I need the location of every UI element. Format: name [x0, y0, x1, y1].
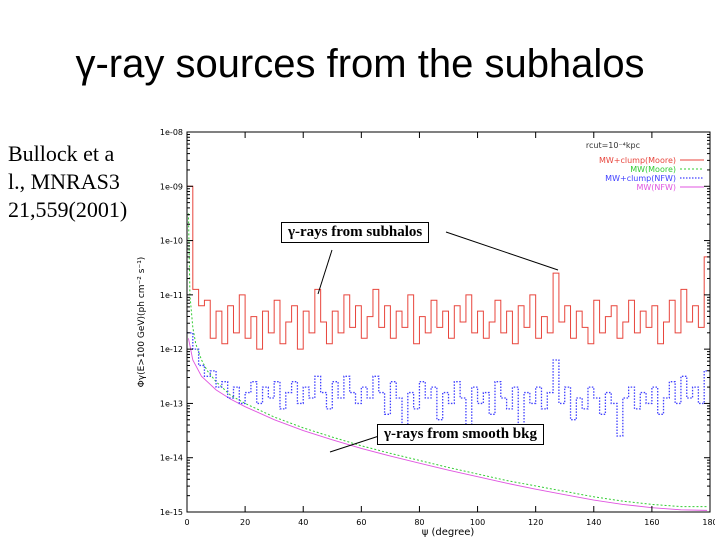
y-tick-label: 1e-13: [160, 399, 183, 408]
y-tick-label: 1e-08: [160, 128, 183, 137]
series-line-mw-nfw: [188, 338, 708, 511]
series-line-mw-moore: [187, 213, 708, 508]
y-tick-label: 1e-10: [160, 237, 183, 246]
y-axis-label: Φγ(E>100 GeV)(ph cm⁻² s⁻¹): [137, 257, 147, 388]
legend: rcut=10⁻⁴kpc MW+clump(Moore)MW(Moore)MW+c…: [586, 141, 704, 192]
x-tick-label: 100: [470, 518, 485, 527]
subhalo-pointer-left: [317, 249, 333, 295]
tick-layer: 1e-15 1e-14 1e-13 1e-12 1e-11 1e-10 1e-09 1e-08…: [160, 128, 715, 527]
series-line-mw-clump-nfw: [187, 332, 710, 437]
legend-label-mw-clump-nfw: MW+clump(NFW): [605, 174, 676, 183]
x-tick-label: 20: [240, 518, 250, 527]
x-tick-label: 80: [414, 518, 424, 527]
series-line-mw-clump-moore: [187, 185, 710, 350]
x-tick-label: 140: [586, 518, 601, 527]
series-layer: [187, 185, 710, 511]
y-tick-label: 1e-14: [160, 454, 183, 463]
callout-pointers: [317, 231, 559, 453]
smooth-bkg-pointer: [329, 435, 380, 453]
smooth-bkg-callout: γ-rays from smooth bkg: [377, 424, 544, 445]
subhalo-pointer-right: [445, 231, 559, 271]
legend-header: rcut=10⁻⁴kpc: [586, 141, 640, 150]
x-axis-label: ψ (degree): [422, 527, 475, 538]
legend-label-mw-clump-moore: MW+clump(Moore): [599, 156, 676, 165]
y-tick-label: 1e-12: [160, 345, 183, 354]
x-tick-label: 40: [298, 518, 308, 527]
plot-frame: [186, 131, 711, 513]
legend-label-mw-moore: MW(Moore): [630, 165, 676, 174]
x-tick-label: 120: [528, 518, 543, 527]
legend-label-mw-nfw: MW(NFW): [636, 183, 676, 192]
y-tick-label: 1e-11: [160, 291, 183, 300]
y-tick-label: 1e-15: [160, 508, 183, 517]
x-tick-label: 60: [356, 518, 366, 527]
flux-chart: 1e-15 1e-14 1e-13 1e-12 1e-11 1e-10 1e-09 1e-08…: [137, 128, 715, 538]
subhalo-callout: γ-rays from subhalos: [281, 222, 430, 243]
x-tick-label: 180: [702, 518, 715, 527]
y-tick-label: 1e-09: [160, 182, 183, 191]
citation-text: Bullock et al., MNRAS321,559(2001): [8, 141, 128, 222]
x-tick-label: 160: [644, 518, 659, 527]
x-tick-label: 0: [184, 518, 189, 527]
slide-title: γ-ray sources from the subhalos: [75, 42, 645, 86]
